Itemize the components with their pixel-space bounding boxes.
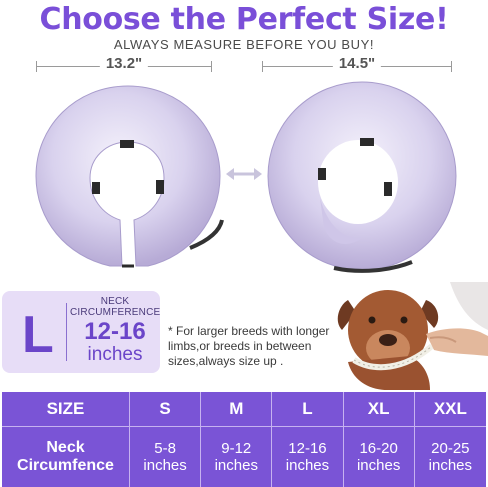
size-badge-range: 12-16 (84, 318, 146, 345)
measure-right-label: 14.5" (332, 55, 382, 72)
size-table-cell-xxl: 20-25 inches (415, 427, 486, 487)
size-table-row-label-line1: Neck (46, 439, 85, 456)
size-badge-divider (66, 303, 67, 361)
size-table-header-s: S (130, 392, 202, 426)
size-table-row-label-line2: Circumfence (17, 457, 114, 474)
page-subtitle: ALWAYS MEASURE BEFORE YOU BUY! (113, 37, 375, 52)
size-badge-caption-line1: NECK (100, 296, 130, 307)
range-value: 20-25 (431, 440, 470, 457)
size-table-cell-l: 12-16 inches (272, 427, 344, 487)
size-badge-unit: inches (87, 344, 143, 365)
measure-left: 13.2" (36, 55, 212, 74)
range-value: 16-20 (359, 440, 398, 457)
measure-left-label: 13.2" (99, 55, 149, 72)
range-unit: inches (214, 457, 258, 474)
size-table-cell-s: 5-8 inches (130, 427, 202, 487)
size-table-neck-row: Neck Circumfence 5-8 inches 9-12 inches 12… (2, 426, 486, 487)
size-table-header-label: SIZE (2, 392, 130, 426)
size-table-header-row: SIZE S M L XL XXL (2, 392, 486, 426)
size-table: SIZE S M L XL XXL Neck Circumfence 5-8 in… (2, 392, 486, 487)
range-unit: inches (285, 457, 330, 474)
page-title: Choose the Perfect Size! (39, 2, 449, 37)
range-value: 12-16 (288, 440, 327, 457)
size-table-header-m: M (201, 392, 273, 426)
size-table-row-label: Neck Circumfence (2, 427, 130, 487)
range-unit: inches (143, 457, 187, 474)
size-table-cell-m: 9-12 inches (201, 427, 273, 487)
cone-collar-right-image (267, 81, 457, 273)
size-badge-caption-line2: CIRCUMFERENCE (70, 307, 161, 318)
size-badge-letter: L (22, 306, 54, 364)
cone-collar-left-image (35, 85, 224, 268)
size-badge-caption: NECK CIRCUMFERENCE (70, 296, 160, 318)
size-table-header-xl: XL (344, 392, 415, 426)
measure-right: 14.5" (262, 55, 452, 74)
range-value: 9-12 (221, 440, 252, 457)
range-unit: inches (428, 457, 473, 474)
size-table-header-l: L (272, 392, 344, 426)
size-badge (2, 291, 160, 373)
dog-being-measured-image (330, 282, 488, 390)
sizing-note: * For larger breeds with longer limbs,or… (168, 324, 330, 368)
size-table-cell-xl: 16-20 inches (344, 427, 415, 487)
range-unit: inches (356, 457, 401, 474)
size-table-header-xxl: XXL (433, 399, 467, 418)
range-value: 5-8 (154, 440, 176, 457)
double-arrow-icon (226, 168, 262, 180)
